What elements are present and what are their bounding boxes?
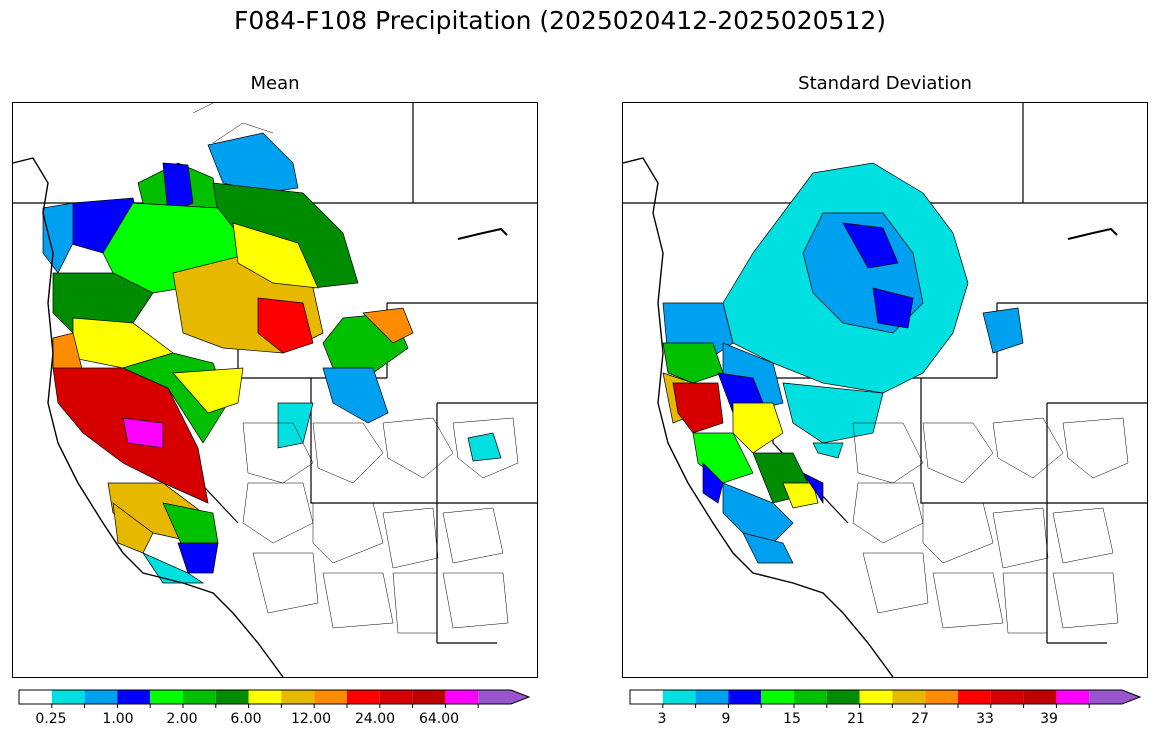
basin (662, 342, 724, 384)
basin (702, 462, 724, 504)
stddev-colorbar (629, 689, 1142, 708)
basin (322, 367, 389, 424)
stddev-tick-label: 9 (721, 711, 731, 727)
mean-panel-title: Mean (250, 73, 300, 94)
stddev-colorbar-outline (629, 689, 1142, 705)
lake-shape (457, 227, 508, 240)
mean-colorbar-segment (281, 690, 315, 704)
stddev-tick-label: 3 (657, 711, 667, 727)
mean-colorbar-segment (314, 690, 347, 704)
basin (732, 402, 784, 454)
mean-colorbar-segment (84, 690, 118, 704)
figure-title: F084-F108 Precipitation (2025020412-2025… (233, 6, 886, 35)
stddev-colorbar-segment (728, 690, 762, 704)
stddev-colorbar-segment (662, 690, 696, 704)
stddev-basins (662, 162, 1024, 564)
basin (812, 442, 844, 459)
mean-tick-label: 0.25 (35, 711, 67, 727)
mean-colorbar-segment (347, 690, 380, 704)
basin (742, 532, 794, 564)
basin (672, 382, 724, 434)
mean-colorbar-outline (18, 689, 531, 705)
basin (207, 132, 299, 194)
mean-colorbar-svg (18, 689, 531, 708)
mean-basins (42, 132, 502, 584)
mean-tick-label: 6.00 (230, 711, 262, 727)
stddev-colorbar-segment (925, 690, 958, 704)
basin (982, 307, 1024, 354)
basin (162, 162, 194, 214)
stddev-tick-label: 33 (976, 711, 994, 727)
mean-colorbar-segment (248, 690, 282, 704)
basin (172, 367, 244, 414)
mean-colorbar-segment (19, 690, 52, 704)
mean-tick-label: 1.00 (102, 711, 134, 727)
stddev-panel-title: Standard Deviation (798, 73, 972, 94)
mean-colorbar-segment (412, 690, 446, 704)
mean-colorbar-segment (478, 690, 529, 704)
mean-colorbar-segment (183, 690, 216, 704)
mean-colorbar-segment (215, 690, 249, 704)
mean-colorbar-segment (379, 690, 413, 704)
basin (872, 287, 914, 329)
basin (142, 552, 205, 584)
coastline (13, 157, 284, 677)
basin-outlines (192, 103, 519, 634)
stddev-colorbar-segment (794, 690, 827, 704)
mean-tick-label: 12.00 (290, 711, 332, 727)
mean-map (12, 102, 538, 678)
basin (782, 482, 819, 509)
mean-colorbar-segment (150, 690, 183, 704)
mean-colorbar-segment (117, 690, 151, 704)
basin (467, 432, 502, 462)
coastline (623, 157, 894, 677)
mean-colorbar (18, 689, 531, 708)
stddev-colorbar-segment (859, 690, 893, 704)
mean-map-svg (13, 103, 537, 677)
stddev-colorbar-segment (892, 690, 926, 704)
basin (782, 382, 884, 444)
basin (177, 542, 219, 574)
basin (122, 417, 164, 449)
basin (232, 222, 319, 289)
mean-colorbar-segment (51, 690, 85, 704)
basin-outlines (852, 417, 1129, 634)
stddev-colorbar-segment (958, 690, 991, 704)
stddev-colorbar-segment (630, 690, 663, 704)
stddev-colorbar-segment (761, 690, 794, 704)
stddev-colorbar-segment (826, 690, 860, 704)
stddev-tick-label: 39 (1040, 711, 1058, 727)
stddev-map-svg (623, 103, 1147, 677)
lake-shape (1067, 227, 1118, 240)
basin (801, 472, 824, 505)
basin (362, 307, 414, 344)
basin (257, 297, 314, 354)
stddev-tick-label: 27 (911, 711, 929, 727)
stddev-colorbar-svg (629, 689, 1142, 708)
stddev-colorbar-segment (1089, 690, 1140, 704)
stddev-colorbar-segment (1056, 690, 1090, 704)
stddev-tick-label: 21 (847, 711, 865, 727)
stddev-colorbar-segment (695, 690, 729, 704)
basin (42, 202, 74, 274)
mean-tick-label: 64.00 (418, 711, 460, 727)
stddev-colorbar-segment (1023, 690, 1057, 704)
mean-tick-label: 2.00 (166, 711, 198, 727)
stddev-colorbar-segment (990, 690, 1024, 704)
basin (842, 222, 899, 269)
stddev-tick-label: 15 (783, 711, 801, 727)
mean-tick-label: 24.00 (354, 711, 396, 727)
stddev-map (622, 102, 1148, 678)
mean-colorbar-segment (445, 690, 479, 704)
basin (277, 402, 314, 449)
